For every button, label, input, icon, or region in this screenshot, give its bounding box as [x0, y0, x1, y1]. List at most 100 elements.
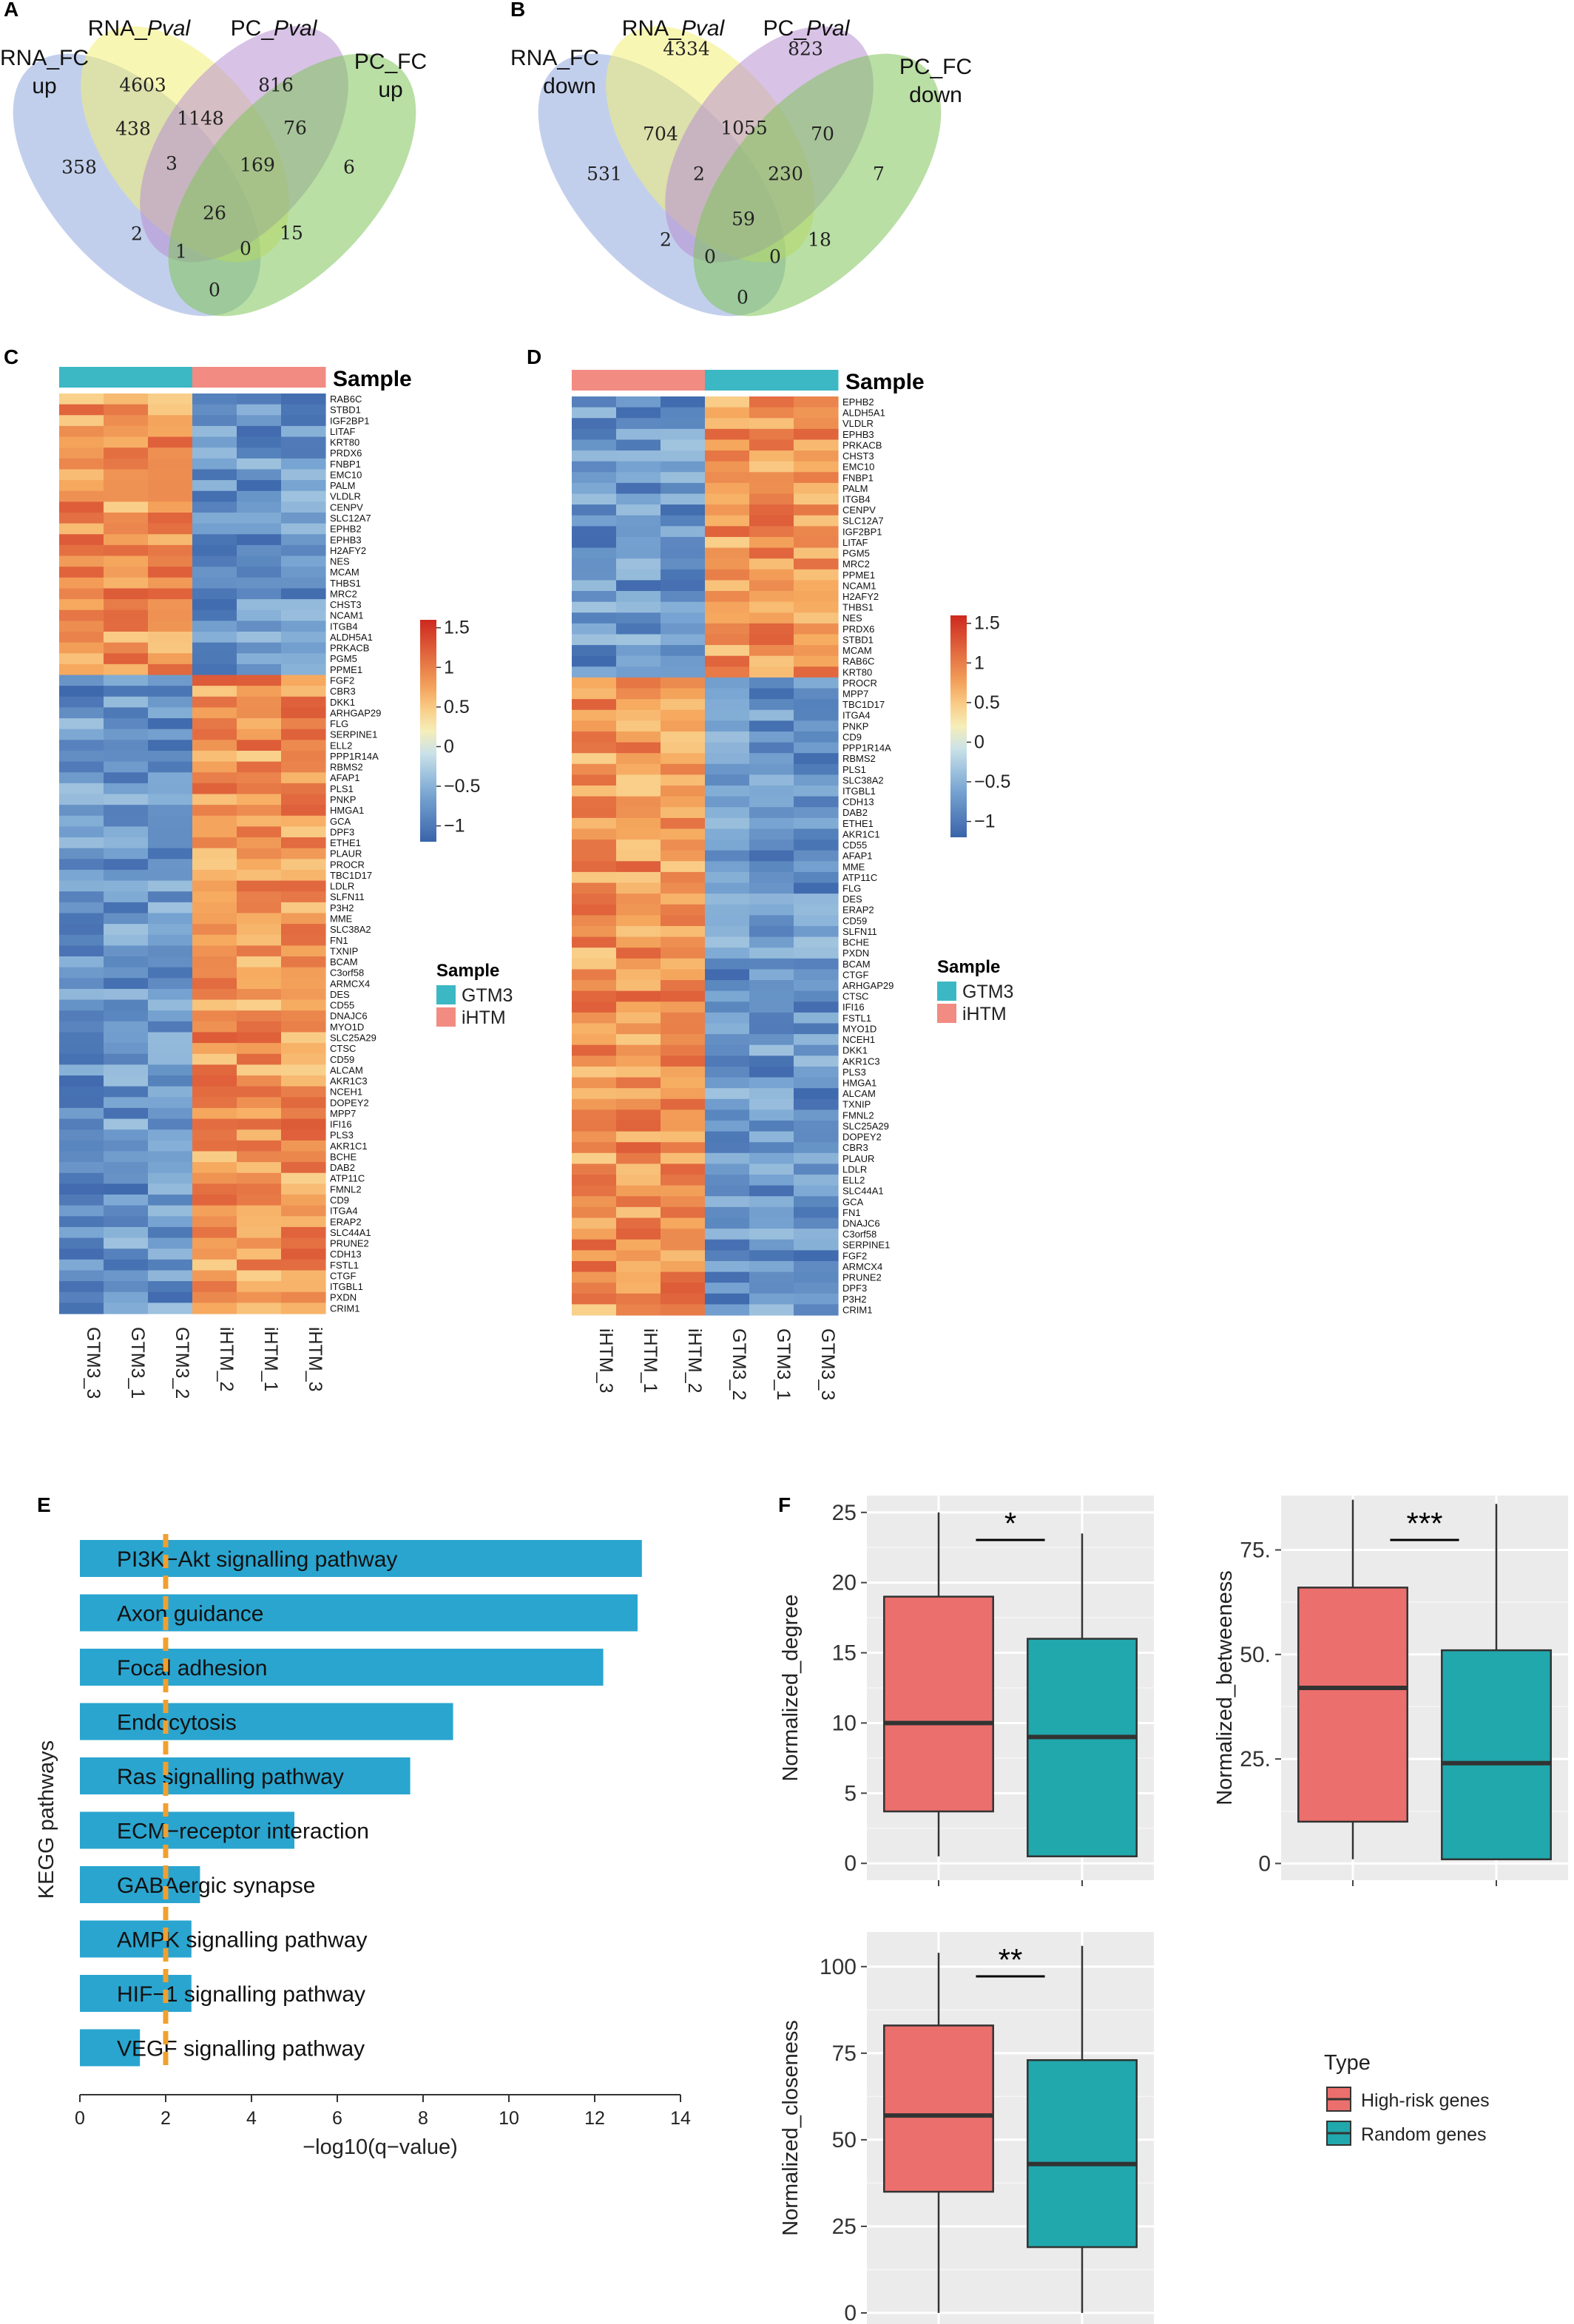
gene-label: PXDN [842, 947, 869, 959]
column-label: iHTM_3 [305, 1327, 325, 1392]
y-tick-label: 25. [1240, 1747, 1271, 1771]
heatmap-cell [794, 1109, 839, 1121]
heatmap-cell [616, 709, 661, 721]
heatmap-cell [192, 393, 237, 405]
heatmap-cell [104, 740, 149, 751]
heatmap-cell [59, 663, 104, 676]
heatmap-cell [794, 1260, 839, 1273]
gene-label: AFAP1 [842, 851, 872, 862]
heatmap-cell [749, 1034, 794, 1046]
heatmap-cell [148, 1172, 193, 1184]
heatmap-cell [148, 1086, 193, 1098]
heatmap-cell [661, 1163, 706, 1175]
heatmap-cell [572, 428, 617, 441]
scale-tick-label: 1.5 [974, 613, 1000, 634]
column-label: iHTM_2 [216, 1327, 237, 1392]
heatmap-cell [59, 783, 104, 795]
heatmap-cell [616, 1283, 661, 1294]
heatmap-cell [749, 407, 794, 419]
heatmap-cell [572, 1163, 617, 1175]
heatmap-cell [104, 967, 149, 979]
heatmap-cell [59, 1216, 104, 1228]
scale-tick-label: 0 [444, 736, 454, 757]
heatmap-cell [237, 1249, 282, 1260]
heatmap-cell [705, 1250, 750, 1262]
heatmap-cell [749, 1185, 794, 1197]
heatmap-cell [148, 675, 193, 686]
heatmap-cell [794, 439, 839, 451]
heatmap-cell [104, 686, 149, 697]
gene-label: MCAM [330, 567, 359, 578]
gene-label: MRC2 [842, 558, 870, 570]
heatmap-cell [59, 891, 104, 903]
heatmap-cell [572, 688, 617, 700]
gene-label: DKK1 [330, 697, 355, 708]
heatmap-cell [59, 1021, 104, 1033]
heatmap-cell [661, 536, 706, 549]
heatmap-cell [237, 1010, 282, 1022]
scale-tick-label: −1 [974, 811, 996, 832]
sample-annotation-cell [192, 367, 237, 388]
heatmap-cell [794, 1175, 839, 1186]
heatmap-cell [616, 925, 661, 938]
heatmap-cell [104, 1075, 149, 1087]
heatmap-cell [661, 634, 706, 646]
heatmap-cell [794, 580, 839, 592]
venn-count: 70 [811, 124, 834, 145]
heatmap-cell [104, 642, 149, 654]
heatmap-cell [281, 544, 326, 557]
heatmap-cell [616, 742, 661, 754]
heatmap-cell [104, 1237, 149, 1249]
venn-count: 0 [704, 246, 716, 268]
heatmap-cell [148, 805, 193, 817]
heatmap-cell [661, 828, 706, 840]
gene-label: ALDH5A1 [330, 632, 373, 643]
heatmap-cell [192, 663, 237, 676]
heatmap-cell [59, 729, 104, 740]
gene-label: ARHGAP29 [842, 980, 894, 991]
x-tick-label: 12 [584, 2108, 605, 2129]
heatmap-cell [237, 1118, 282, 1130]
heatmap-cell [705, 688, 750, 700]
heatmap-cell [705, 558, 750, 570]
heatmap-cell [749, 558, 794, 570]
heatmap-cell [148, 1237, 193, 1249]
heatmap-cell [237, 718, 282, 730]
heatmap-cell [794, 1088, 839, 1100]
heatmap-cell [281, 924, 326, 936]
heatmap-cell [281, 848, 326, 859]
heatmap-cell [237, 1303, 282, 1314]
heatmap-cell [705, 1239, 750, 1251]
pathway-bar [80, 1811, 294, 1849]
heatmap-cell [749, 871, 794, 884]
column-label: GTM3_2 [729, 1328, 749, 1400]
heatmap-cell [104, 1226, 149, 1239]
heatmap-cell [281, 555, 326, 567]
heatmap-cell [616, 894, 661, 905]
heatmap-cell [148, 1151, 193, 1163]
heatmap-cell [59, 469, 104, 481]
gene-label: CBR3 [842, 1142, 868, 1153]
heatmap-cell [104, 718, 149, 730]
heatmap-cell [281, 740, 326, 751]
heatmap-cell [192, 1183, 237, 1195]
gene-label: THBS1 [842, 602, 874, 613]
gene-label: ITGBL1 [842, 786, 876, 797]
gene-label: ELL2 [330, 740, 352, 751]
heatmap-cell [616, 1044, 661, 1056]
heatmap-cell [661, 645, 706, 657]
heatmap-cell [104, 1291, 149, 1303]
heatmap-cell [794, 1229, 839, 1240]
heatmap-cell [794, 915, 839, 927]
gene-label: RBMS2 [842, 753, 876, 764]
heatmap-cell [192, 404, 237, 416]
heatmap-cell [661, 1293, 706, 1305]
heatmap-cell [616, 1066, 661, 1078]
heatmap-cell [749, 763, 794, 776]
heatmap-cell [237, 512, 282, 524]
heatmap-cell [281, 729, 326, 740]
heatmap-cell [148, 1021, 193, 1033]
heatmap-cell [616, 666, 661, 678]
scale-tick-label: 0.5 [974, 692, 1000, 713]
heatmap-cell [192, 880, 237, 892]
